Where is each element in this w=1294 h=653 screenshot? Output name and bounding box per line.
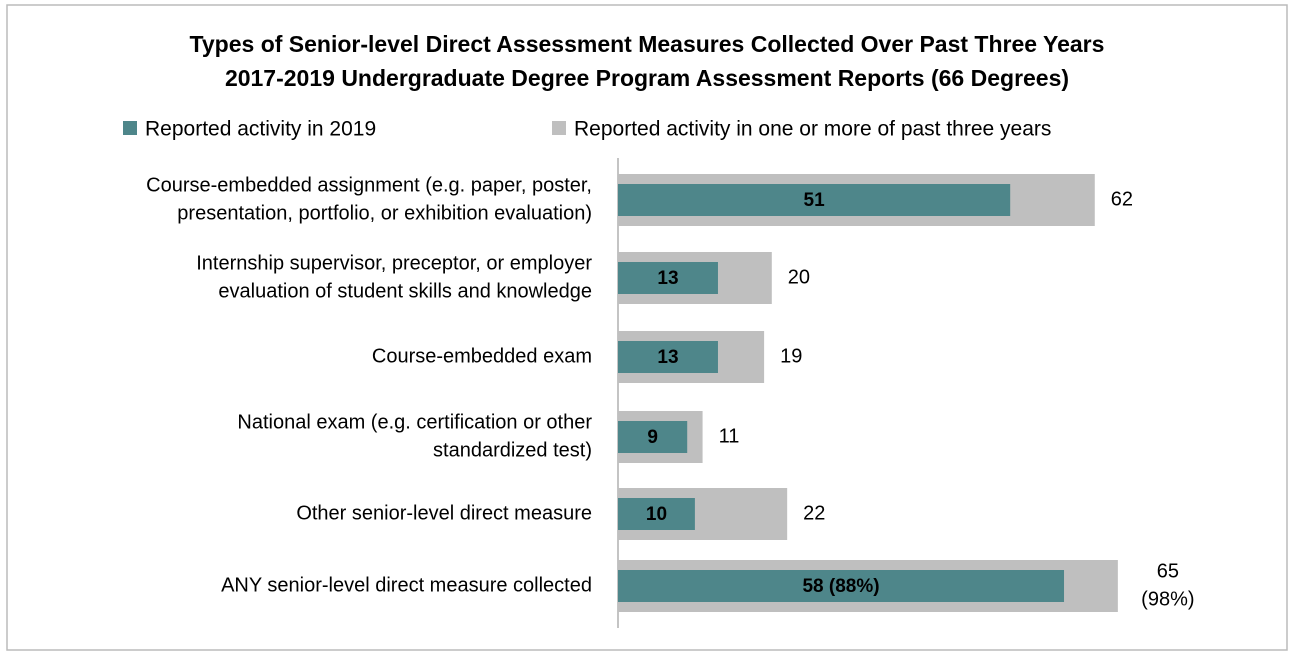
legend-label: Reported activity in 2019 [145, 118, 376, 141]
value-label: 19 [780, 345, 802, 367]
y-tick-label: standardized test) [433, 439, 592, 461]
bar [618, 341, 718, 373]
chart-border [6, 4, 1288, 651]
value-label: 13 [657, 268, 678, 289]
y-tick-label: Internship supervisor, preceptor, or emp… [196, 252, 592, 274]
value-label: 58 (88%) [802, 576, 879, 597]
value-label: 62 [1111, 188, 1133, 210]
value-label: 9 [647, 427, 658, 448]
bar [618, 262, 718, 294]
y-tick-label: Course-embedded assignment (e.g. paper, … [146, 174, 592, 196]
value-label: 11 [719, 425, 740, 447]
bar [618, 421, 688, 453]
value-label: 22 [803, 502, 825, 524]
legend-label: Reported activity in one or more of past… [574, 118, 1051, 141]
value-label: 20 [788, 266, 810, 288]
y-tick-label: presentation, portfolio, or exhibition e… [177, 202, 592, 224]
value-label: 51 [804, 190, 826, 211]
y-tick-label: Course-embedded exam [372, 345, 592, 367]
value-label: 13 [657, 347, 678, 368]
legend-swatch [123, 121, 137, 135]
legend-swatch [552, 121, 566, 135]
bar [618, 570, 1065, 602]
y-tick-label: Other senior-level direct measure [296, 502, 592, 524]
bar [618, 498, 695, 530]
y-tick-label: National exam (e.g. certification or oth… [237, 411, 592, 433]
value-label: 65 [1157, 560, 1179, 582]
chart-subtitle: 2017-2019 Undergraduate Degree Program A… [225, 65, 1069, 91]
chart-title: Types of Senior-level Direct Assessment … [190, 31, 1105, 57]
value-label: 10 [646, 504, 667, 525]
y-tick-label: evaluation of student skills and knowled… [218, 280, 592, 302]
value-label: (98%) [1141, 588, 1194, 610]
y-tick-label: ANY senior-level direct measure collecte… [221, 574, 592, 596]
bar [618, 184, 1011, 216]
